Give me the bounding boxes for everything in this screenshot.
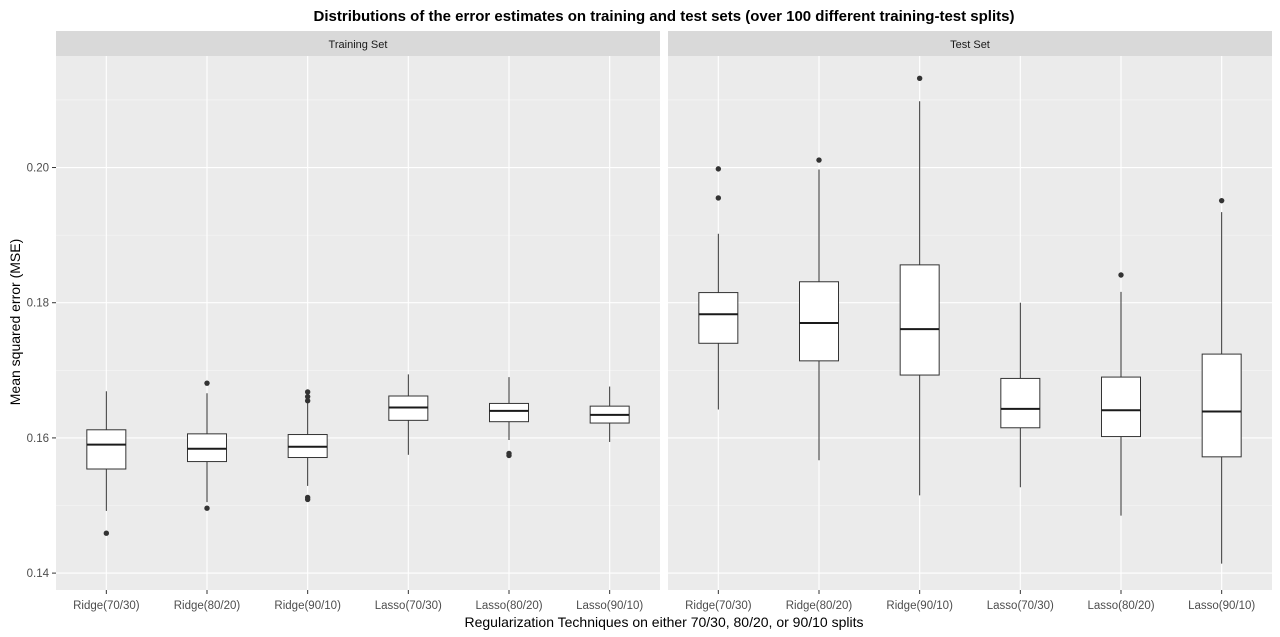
panel-test-set: Test Set Ridge(70/30) Ridge(80/20) Ridge(90… <box>668 31 1272 612</box>
x-tick-label: Ridge(70/30) <box>685 600 752 612</box>
outlier-point <box>103 530 110 536</box>
box-iqr <box>1201 353 1242 458</box>
x-tick-label: Ridge(80/20) <box>174 600 241 612</box>
outlier-point <box>304 389 311 395</box>
x-axis-title: Regularization Techniques on either 70/3… <box>464 614 863 630</box>
box-ridge-80-20 <box>799 157 839 461</box>
outlier-point <box>1118 272 1124 278</box>
outlier-point <box>304 494 311 501</box>
box-iqr <box>86 429 127 470</box>
box-ridge-70-30 <box>698 166 739 410</box>
y-axis-title: Mean squared error (MSE) <box>7 239 23 406</box>
chart-title: Distributions of the error estimates on … <box>314 8 1015 25</box>
x-tick-label: Ridge(80/20) <box>786 600 853 612</box>
box-ridge-80-20 <box>187 380 227 511</box>
strip-background <box>668 31 1272 56</box>
strip-background <box>56 31 660 56</box>
box-ridge-70-30 <box>86 391 127 536</box>
outlier-point <box>1218 197 1225 204</box>
box-iqr <box>698 292 739 344</box>
x-tick-label: Lasso(70/30) <box>375 600 442 612</box>
box-lasso-70-30 <box>1000 302 1041 488</box>
panel-training-set: Training Set Ridge(70/30) Ridge(80/20) Ridg… <box>56 31 660 612</box>
x-tick-label: Lasso(80/20) <box>475 600 542 612</box>
y-tick-label: 0.16 <box>27 433 49 445</box>
box-lasso-70-30 <box>388 374 429 455</box>
outlier-point <box>506 450 512 457</box>
box-iqr <box>489 402 529 423</box>
outlier-point <box>916 75 923 82</box>
box-iqr <box>799 281 839 362</box>
x-tick-label: Lasso(90/10) <box>576 600 643 612</box>
panel-background <box>668 56 1272 590</box>
outlier-point <box>304 398 311 404</box>
panels-layer: Training Set Ridge(70/30) Ridge(80/20) Ridg… <box>56 31 1272 612</box>
x-tick-label: Ridge(90/10) <box>886 600 953 612</box>
x-tick-label: Ridge(90/10) <box>274 600 341 612</box>
box-iqr <box>1000 377 1041 429</box>
box-iqr <box>187 433 227 463</box>
y-axis: 0.14 0.16 0.18 0.20 <box>27 163 56 580</box>
box-lasso-80-20 <box>1101 272 1141 516</box>
strip-label: Test Set <box>950 39 990 51</box>
panel-background <box>56 56 660 590</box>
x-tick-label: Lasso(90/10) <box>1188 600 1255 612</box>
x-tick-label: Lasso(80/20) <box>1087 600 1154 612</box>
y-tick-label: 0.18 <box>27 298 49 310</box>
box-ridge-90-10 <box>287 389 328 503</box>
outlier-point <box>204 505 210 511</box>
x-tick-label: Ridge(70/30) <box>73 600 140 612</box>
y-tick-label: 0.14 <box>27 568 50 580</box>
outlier-point <box>816 157 822 163</box>
box-lasso-80-20 <box>489 377 529 459</box>
outlier-point <box>204 380 210 386</box>
strip-label: Training Set <box>329 39 388 51</box>
x-tick-label: Lasso(70/30) <box>987 600 1054 612</box>
box-lasso-90-10 <box>589 386 630 442</box>
box-iqr <box>899 264 940 376</box>
box-lasso-90-10 <box>1201 197 1242 564</box>
box-ridge-90-10 <box>899 75 940 496</box>
box-iqr <box>1101 376 1141 438</box>
outlier-point <box>715 195 722 201</box>
y-tick-label: 0.20 <box>27 163 49 175</box>
outlier-point <box>715 166 722 172</box>
outlier-point <box>304 393 311 400</box>
